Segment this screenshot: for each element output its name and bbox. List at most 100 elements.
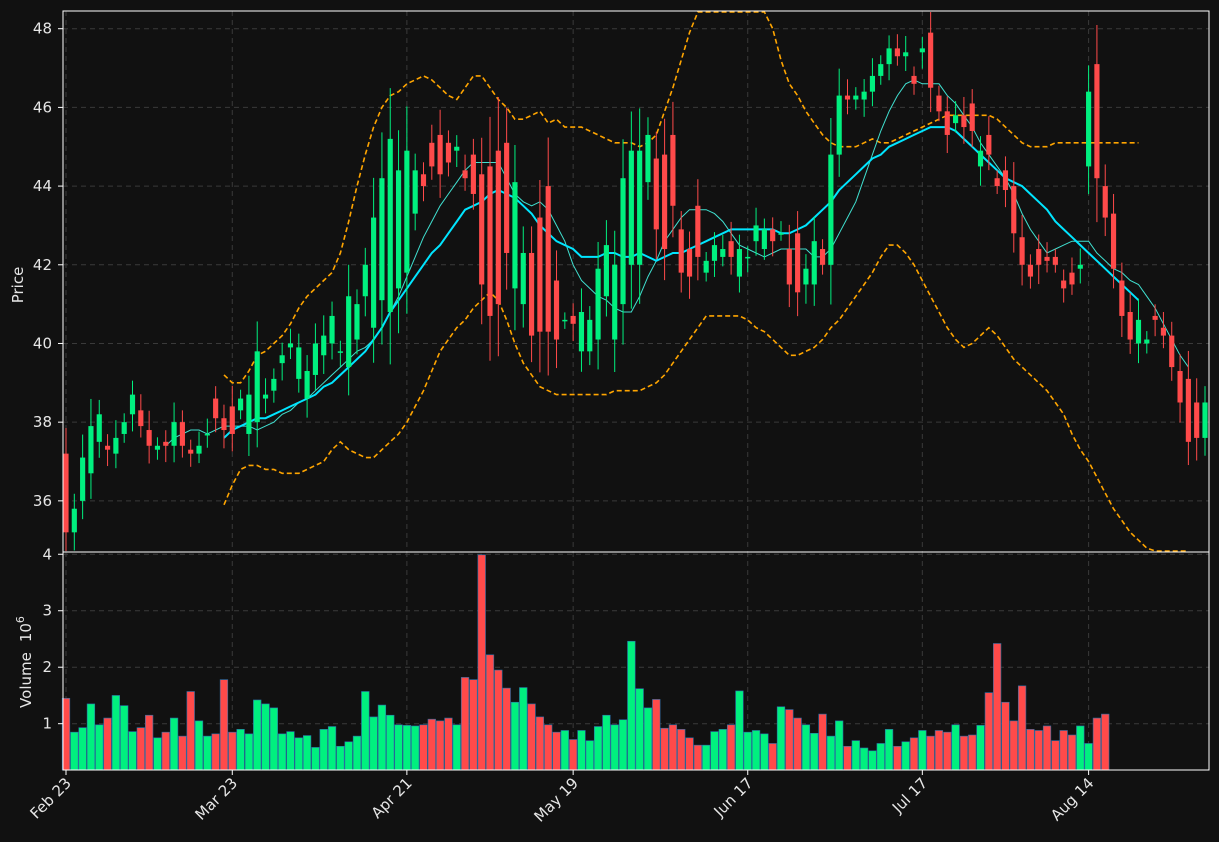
candle-up (129, 394, 136, 415)
volume-bar (219, 679, 229, 771)
volume-bar (602, 714, 611, 771)
candle-down (936, 95, 942, 112)
volume-bar (618, 719, 628, 771)
volume-bar (801, 724, 811, 771)
candle-down (678, 229, 684, 273)
candle-down (545, 186, 551, 332)
candle-up (337, 351, 343, 353)
volume-bar (926, 735, 935, 771)
volume-bar (228, 731, 237, 771)
price-y-ticks: 36 38 40 42 44 46 48 (33, 20, 63, 510)
candle-down (63, 453, 69, 533)
volume-bar (377, 704, 387, 771)
candle-down (1019, 237, 1025, 265)
volume-bar (843, 745, 852, 771)
candle-down (445, 142, 452, 163)
volume-bar (519, 687, 528, 771)
candle-down (662, 154, 668, 250)
candle-up (279, 355, 285, 364)
candle-down (770, 229, 776, 242)
candle-up (753, 225, 759, 242)
candle-down (1194, 402, 1200, 438)
candle-down (1152, 315, 1158, 320)
candle-down (495, 150, 501, 305)
volume-bar (635, 688, 644, 771)
volume-bar (976, 725, 985, 771)
volume-bar (544, 724, 553, 771)
price-axis-title: Price (9, 267, 27, 304)
candle-up (1202, 402, 1208, 438)
volume-bar (70, 731, 79, 771)
candle-up (362, 264, 368, 297)
candle-up (238, 398, 244, 411)
volume-bar (552, 731, 561, 771)
candle-down (1036, 249, 1042, 265)
volume-bar (261, 703, 270, 771)
volume-bar (244, 733, 254, 771)
volume-bar (494, 669, 503, 771)
candle-down (961, 115, 967, 128)
candle-up (262, 394, 269, 399)
volume-bar (718, 729, 727, 771)
volume-bar (435, 720, 445, 771)
volume-bar (677, 729, 686, 771)
volume-bar (569, 739, 578, 771)
volume-bar (1076, 725, 1085, 771)
bollinger-bands (223, 11, 1189, 552)
candle-down (188, 449, 194, 454)
candle-up (853, 95, 859, 100)
candle-down (1160, 327, 1167, 336)
volume-bar (444, 717, 453, 771)
candle-up (246, 394, 252, 434)
volume-bar (178, 735, 187, 771)
candle-up (720, 249, 726, 257)
volume-bar (901, 741, 910, 771)
candle-up (703, 260, 709, 273)
candle-up (412, 170, 418, 214)
candle-up (113, 437, 119, 454)
volume-bar (1042, 725, 1052, 771)
volume-bar (169, 717, 179, 771)
volume-bar (643, 707, 653, 771)
volume-tick-label: 3 (42, 602, 52, 620)
candle-down (229, 406, 235, 434)
volume-bar (153, 737, 162, 771)
volume-bar (510, 701, 520, 771)
candle-down (1102, 186, 1108, 218)
volume-bar (1092, 717, 1102, 771)
volume-bar (211, 733, 220, 771)
candle-up (1135, 319, 1142, 344)
volume-tick-label: 1 (42, 715, 52, 733)
volume-bar (369, 716, 378, 771)
volume-bar (860, 747, 869, 771)
candle-up (1077, 264, 1083, 269)
volume-bar (776, 706, 786, 771)
candle-up (71, 508, 77, 533)
volume-bar (826, 735, 836, 771)
volume-bar (585, 740, 594, 771)
volume-bar (702, 744, 711, 771)
candle-down (213, 398, 219, 419)
candle-down (1069, 272, 1075, 285)
volume-bar (452, 724, 461, 771)
volume-bar (593, 726, 603, 771)
volume-bar (810, 732, 819, 771)
volume-bar (278, 733, 287, 771)
candle-up (587, 319, 593, 352)
candle-up (304, 371, 310, 399)
candle-up (745, 256, 751, 259)
volume-tick-label: 2 (42, 658, 52, 676)
volume-bars (61, 554, 1110, 771)
candle-down (1094, 64, 1100, 179)
candle-down (911, 75, 917, 84)
volume-bar (627, 640, 636, 771)
candle-up (204, 433, 210, 436)
candle-up (371, 217, 377, 328)
candle-down (1110, 213, 1117, 269)
candle-down (670, 134, 676, 206)
volume-bar (319, 729, 328, 771)
candle-down (1185, 378, 1191, 442)
candle-down (420, 174, 427, 187)
candle-down (146, 430, 152, 446)
price-tick-label: 46 (33, 98, 52, 116)
